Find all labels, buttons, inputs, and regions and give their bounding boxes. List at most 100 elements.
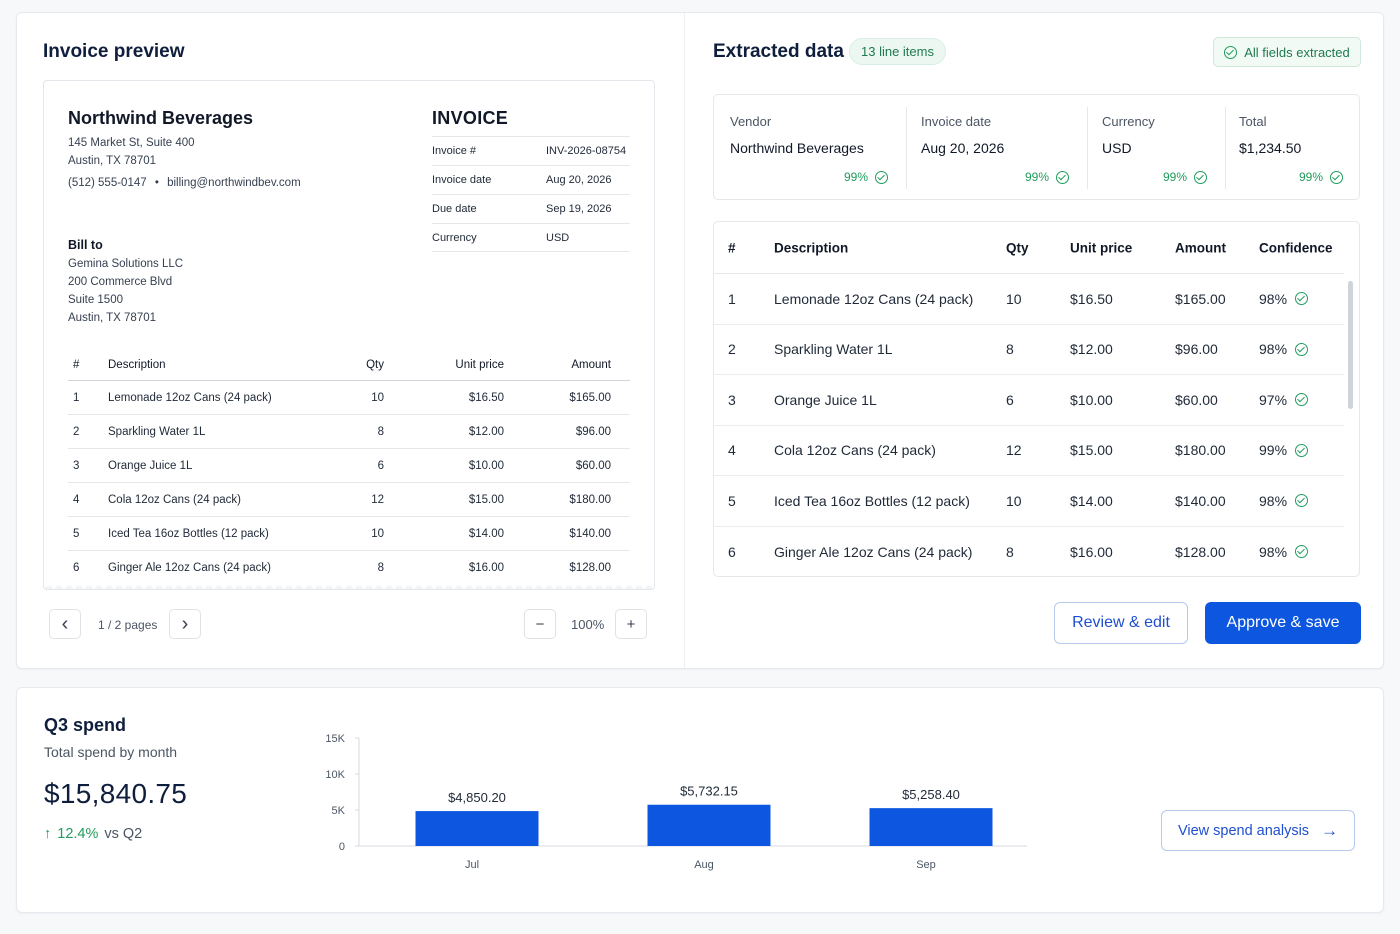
field-confidence: 99%: [1025, 170, 1069, 184]
delta-percent: 12.4%: [57, 826, 99, 842]
table-row[interactable]: 4 Cola 12oz Cans (24 pack) 12 $15.00 $180.00…: [714, 426, 1344, 476]
cell-unit-price: $16.00: [1070, 543, 1113, 560]
cell-num: 1: [728, 290, 736, 307]
table-row: 2 Sparkling Water 1L 8 $12.00 $96.00: [68, 415, 630, 449]
vendor-phone: (512) 555-0147: [68, 177, 147, 189]
field-confidence: 99%: [1299, 170, 1343, 184]
cell-description: Cola 12oz Cans (24 pack): [108, 493, 241, 506]
prev-page-button[interactable]: ‹: [49, 609, 81, 639]
table-row: 5 Iced Tea 16oz Bottles (12 pack) 10 $14.00…: [68, 517, 630, 551]
field-vendor[interactable]: Vendor Northwind Beverages 99%: [714, 95, 906, 201]
check-circle-icon: [1295, 545, 1309, 559]
table-row[interactable]: 2 Sparkling Water 1L 8 $12.00 $96.00 98%: [714, 325, 1344, 375]
view-spend-analysis-button[interactable]: View spend analysis →: [1161, 810, 1355, 851]
meta-label: Currency: [432, 231, 477, 244]
cell-description: Sparkling Water 1L: [774, 341, 893, 358]
cell-unit-price: $10.00: [468, 459, 504, 472]
cell-amount: $60.00: [575, 459, 611, 472]
cell-description: Orange Juice 1L: [108, 459, 193, 472]
cell-num: 5: [73, 527, 80, 540]
extracted-fields-summary: Vendor Northwind Beverages 99% Invoice d…: [713, 94, 1360, 200]
y-tick-label: 0: [339, 841, 345, 853]
cell-qty: 10: [371, 391, 384, 404]
invoice-preview-title: Invoice preview: [43, 41, 185, 62]
field-total[interactable]: Total $1,234.50 99%: [1223, 95, 1361, 201]
check-circle-icon: [1224, 45, 1238, 59]
cell-qty: 8: [377, 425, 384, 438]
confidence-value: 99%: [843, 170, 868, 184]
x-tick-label: Aug: [694, 859, 714, 871]
vendor-email: billing@northwindbev.com: [167, 177, 301, 189]
chevron-right-icon: ›: [181, 613, 189, 635]
table-row: 6 Ginger Ale 12oz Cans (24 pack) 8 $16.00 $1…: [68, 551, 630, 585]
cell-num: 1: [73, 391, 80, 404]
cell-description: Iced Tea 16oz Bottles (12 pack): [774, 492, 970, 509]
column-header: Amount: [571, 358, 611, 371]
x-tick-label: Jul: [465, 859, 479, 871]
zoom-level: 100%: [571, 617, 605, 632]
bar: [415, 811, 539, 846]
cell-amount: $60.00: [1175, 391, 1218, 408]
review-edit-button[interactable]: Review & edit: [1054, 602, 1188, 644]
torn-edge: [44, 581, 654, 589]
cell-amount: $96.00: [575, 425, 611, 438]
column-header: Amount: [1175, 240, 1226, 255]
table-row[interactable]: 6 Ginger Ale 12oz Cans (24 pack) 8 $16.00 $1…: [714, 527, 1344, 577]
cell-confidence: 98%: [1259, 291, 1309, 307]
invoice-review-card: Invoice preview Northwind Beverages 145 …: [16, 12, 1384, 669]
spend-delta: ↑ 12.4% vs Q2: [44, 826, 142, 842]
cell-unit-price: $14.00: [468, 527, 504, 540]
field-label: Currency: [1102, 114, 1155, 129]
column-header: Confidence: [1259, 240, 1333, 255]
vendor-address-line1: 145 Market St, Suite 400: [68, 137, 195, 149]
field-currency[interactable]: Currency USD 99%: [1086, 95, 1225, 201]
meta-value: USD: [546, 231, 570, 244]
meta-row: Due date Sep 19, 2026: [432, 194, 630, 223]
column-header: #: [73, 358, 80, 371]
table-header-row: # Description Qty Unit price Amount Conf…: [714, 222, 1344, 274]
table-row[interactable]: 1 Lemonade 12oz Cans (24 pack) 10 $16.50 $16…: [714, 274, 1344, 325]
q3-spend-card: Q3 spend Total spend by month $15,840.75…: [16, 687, 1384, 913]
column-header: Unit price: [455, 358, 504, 371]
extracted-line-items-table: # Description Qty Unit price Amount Conf…: [713, 221, 1360, 577]
cell-confidence: 98%: [1259, 493, 1309, 509]
column-header: Description: [774, 240, 849, 255]
bar: [647, 804, 771, 846]
cell-description: Ginger Ale 12oz Cans (24 pack): [774, 543, 973, 560]
cell-num: 6: [73, 562, 80, 574]
table-row[interactable]: 5 Iced Tea 16oz Bottles (12 pack) 10 $14.00…: [714, 476, 1344, 527]
check-circle-icon: [1330, 170, 1343, 184]
cell-amount: $165.00: [569, 391, 611, 404]
column-header: Qty: [366, 358, 384, 371]
meta-label: Due date: [432, 203, 477, 215]
check-circle-icon: [1295, 393, 1309, 407]
meta-label: Invoice date: [432, 174, 492, 186]
confidence-value: 99%: [1259, 442, 1288, 459]
y-tick-label: 5K: [332, 805, 346, 817]
cell-amount: $165.00: [1175, 290, 1226, 307]
cell-description: Ginger Ale 12oz Cans (24 pack): [108, 562, 272, 574]
cell-description: Iced Tea 16oz Bottles (12 pack): [108, 527, 269, 540]
cell-qty: 12: [371, 493, 384, 506]
cell-amount: $140.00: [1175, 492, 1226, 509]
meta-row: Invoice date Aug 20, 2026: [432, 165, 630, 194]
cell-unit-price: $12.00: [468, 425, 504, 438]
cell-confidence: 98%: [1259, 544, 1309, 560]
zoom-in-button[interactable]: +: [615, 609, 647, 639]
table-row[interactable]: 3 Orange Juice 1L 6 $10.00 $60.00 97%: [714, 375, 1344, 426]
table-scrollbar[interactable]: [1348, 281, 1353, 409]
spend-total: $15,840.75: [44, 778, 188, 809]
next-page-button[interactable]: ›: [169, 609, 201, 639]
zoom-out-button[interactable]: −: [524, 609, 556, 639]
chevron-left-icon: ‹: [61, 613, 69, 635]
confidence-value: 98%: [1259, 341, 1288, 358]
invoice-document[interactable]: Northwind Beverages 145 Market St, Suite…: [43, 80, 655, 590]
field-value: Northwind Beverages: [730, 140, 864, 156]
bar-data-label: $5,258.40: [902, 787, 960, 802]
table-row: 3 Orange Juice 1L 6 $10.00 $60.00: [68, 449, 630, 483]
cell-qty: 8: [1006, 341, 1014, 358]
confidence-value: 99%: [1024, 170, 1049, 184]
extraction-status-badge: All fields extracted: [1213, 37, 1361, 67]
approve-save-button[interactable]: Approve & save: [1205, 602, 1361, 644]
field-invoice-date[interactable]: Invoice date Aug 20, 2026 99%: [905, 95, 1087, 201]
